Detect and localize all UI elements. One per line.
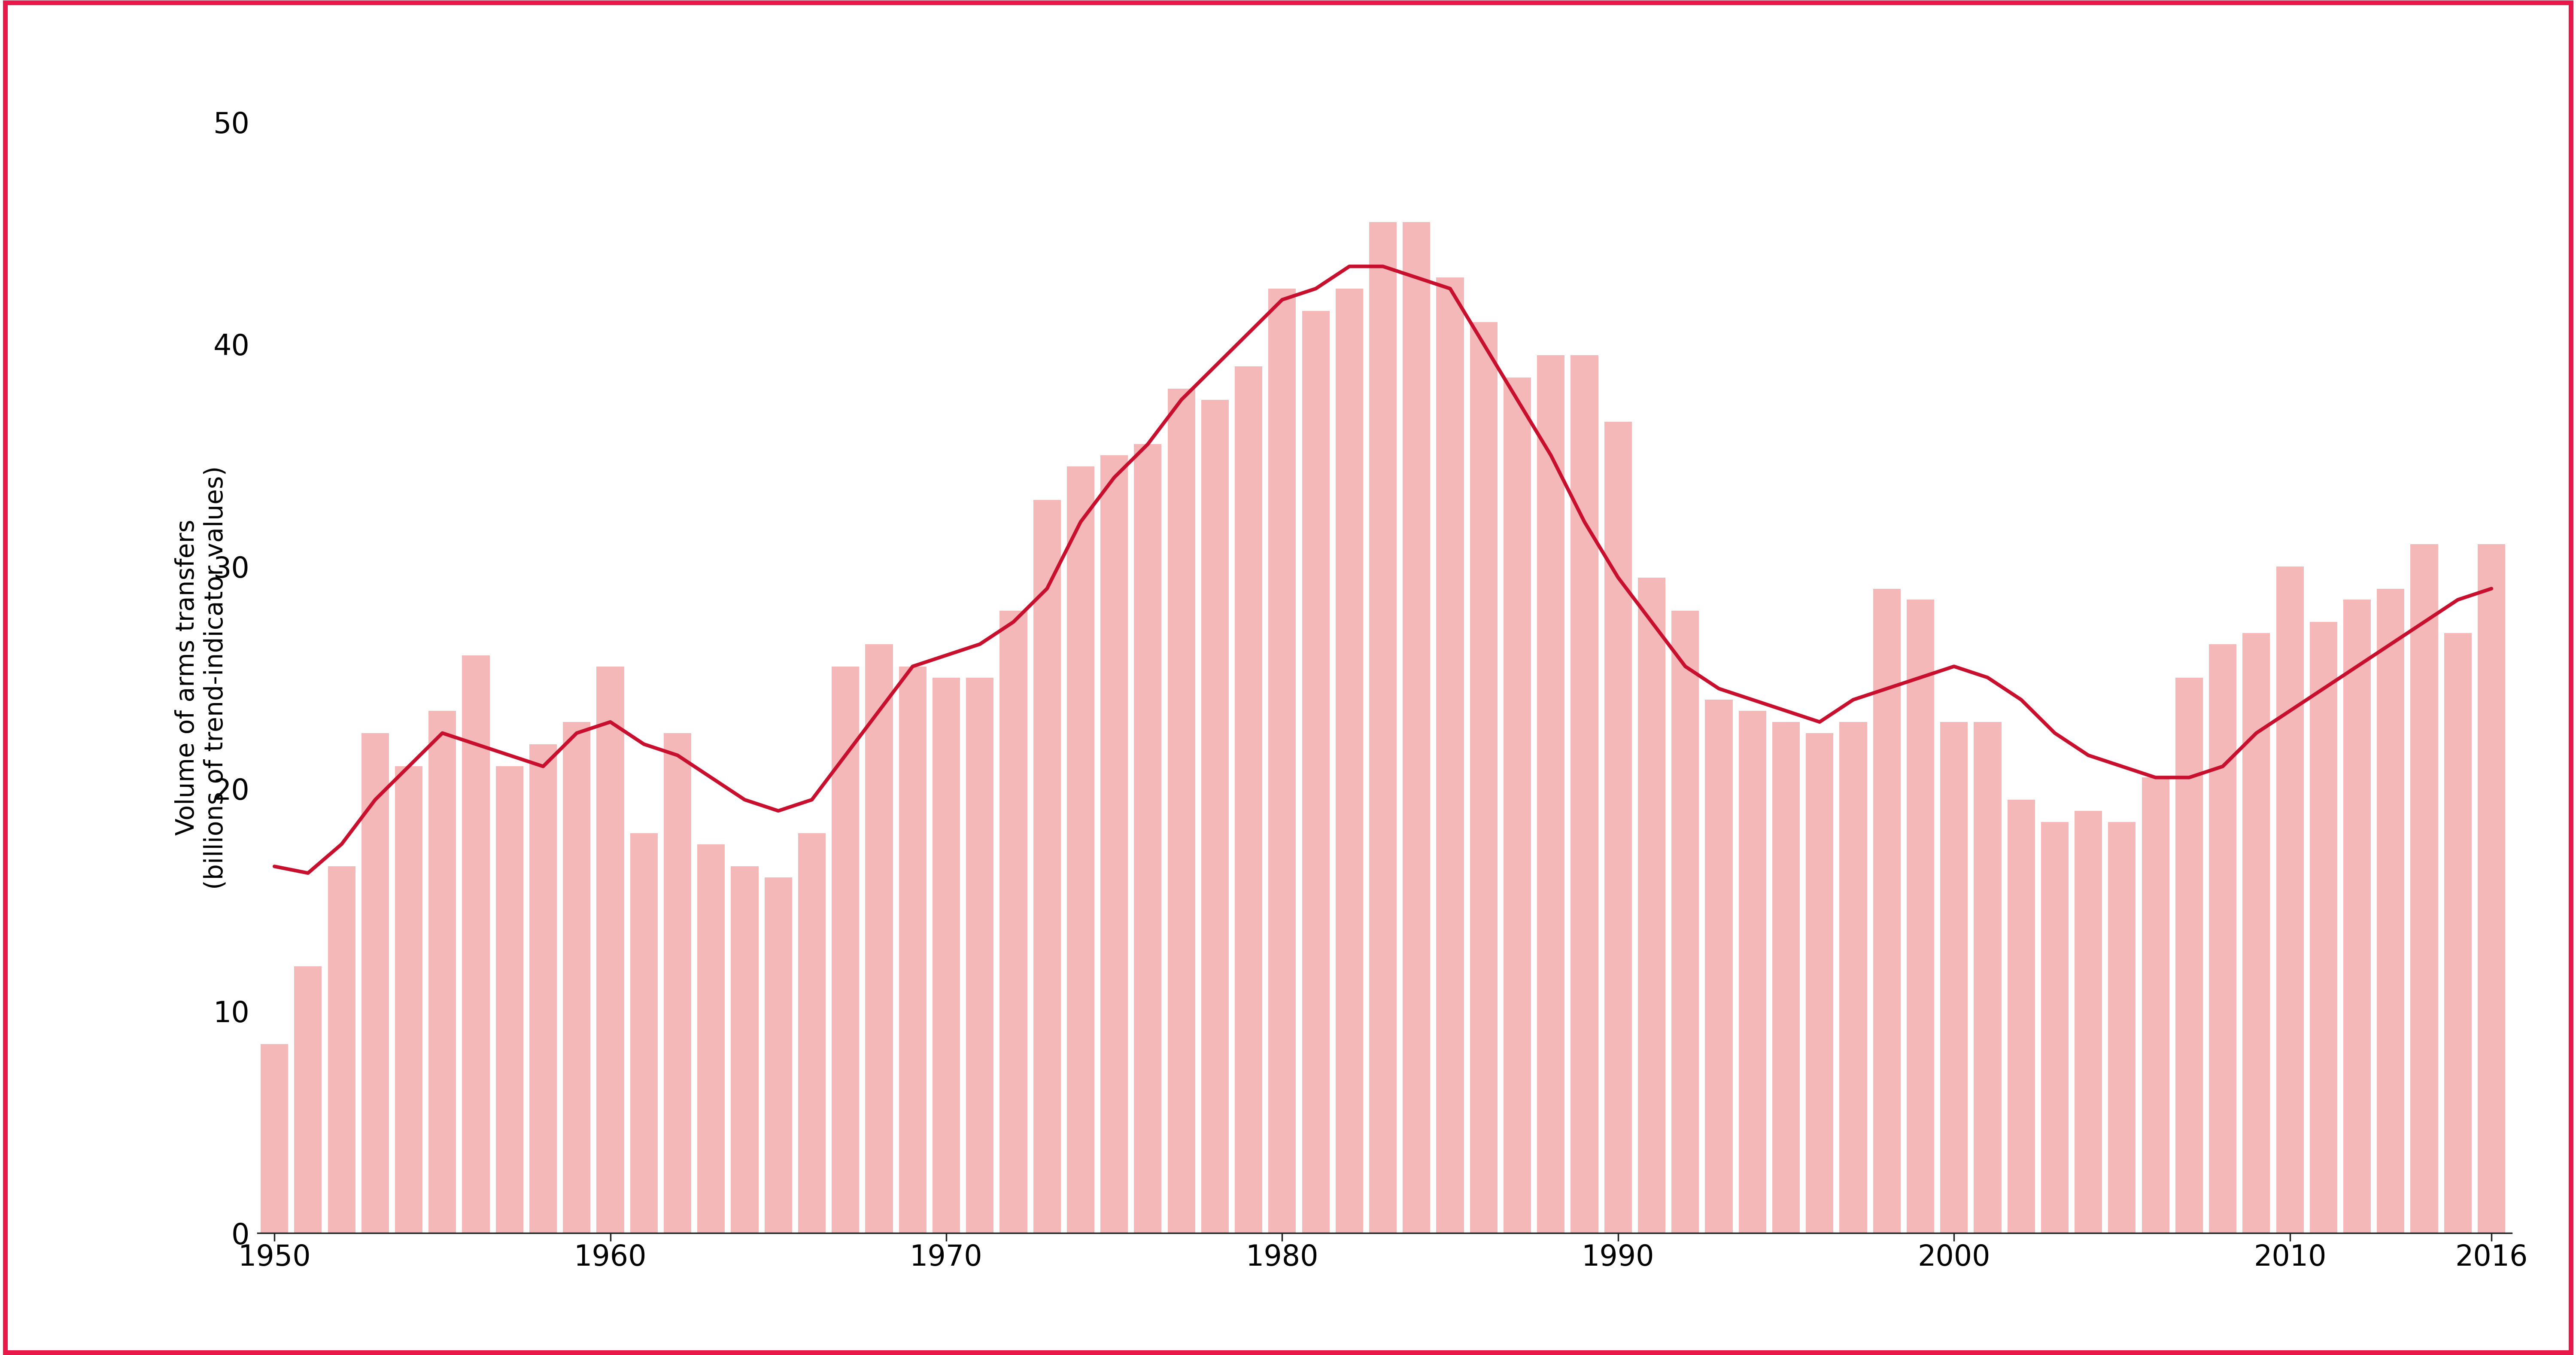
Bar [1638,577,1667,1233]
Bar [361,733,389,1233]
Bar [1200,400,1229,1233]
Bar [1301,310,1329,1233]
Bar [1167,389,1195,1233]
Bar [1705,699,1734,1233]
Bar [1672,611,1700,1233]
Bar [899,667,927,1233]
Bar [1033,500,1061,1233]
Bar [2378,588,2403,1233]
Bar [294,966,322,1233]
Bar [1839,722,1868,1233]
Bar [1370,222,1396,1233]
Bar [2141,778,2169,1233]
Bar [1471,322,1497,1233]
Bar [1334,289,1363,1233]
Bar [1538,355,1564,1233]
Bar [732,866,757,1233]
Bar [1605,421,1631,1233]
Bar [2478,545,2506,1233]
Bar [1100,455,1128,1233]
Bar [631,833,657,1233]
Bar [2445,633,2470,1233]
Bar [665,733,690,1233]
Bar [1404,222,1430,1233]
Bar [1267,289,1296,1233]
Bar [999,611,1028,1233]
Bar [1504,378,1530,1233]
Bar [2344,600,2370,1233]
Bar [866,644,894,1233]
Bar [2074,810,2102,1233]
Bar [1873,588,1901,1233]
Bar [832,667,860,1233]
Bar [564,722,590,1233]
Bar [2174,678,2202,1233]
Y-axis label: Volume of arms transfers
(billions of trend-indicator values): Volume of arms transfers (billions of tr… [175,466,227,889]
Bar [1739,711,1767,1233]
Bar [2411,545,2437,1233]
Bar [1066,466,1095,1233]
Bar [598,667,623,1233]
Bar [1772,722,1801,1233]
Bar [428,711,456,1233]
Bar [327,866,355,1233]
Bar [2311,622,2336,1233]
Bar [2107,822,2136,1233]
Bar [1906,600,1935,1233]
Bar [1806,733,1834,1233]
Bar [698,844,724,1233]
Bar [528,744,556,1233]
Bar [2244,633,2269,1233]
Bar [1437,278,1463,1233]
Bar [1133,444,1162,1233]
Bar [2007,799,2035,1233]
Bar [765,878,791,1233]
Bar [2277,566,2303,1233]
Bar [933,678,961,1233]
Bar [799,833,827,1233]
Bar [461,656,489,1233]
Bar [1940,722,1968,1233]
Bar [1234,366,1262,1233]
Bar [495,767,523,1233]
Bar [966,678,994,1233]
Bar [1973,722,2002,1233]
Bar [2210,644,2236,1233]
Text: THE TREND IN TRANSFERS OF MAJOR WEAPONS, 1950–2016: THE TREND IN TRANSFERS OF MAJOR WEAPONS,… [46,35,1133,66]
Bar [2040,822,2069,1233]
Bar [1571,355,1597,1233]
Bar [394,767,422,1233]
Bar [260,1045,289,1233]
